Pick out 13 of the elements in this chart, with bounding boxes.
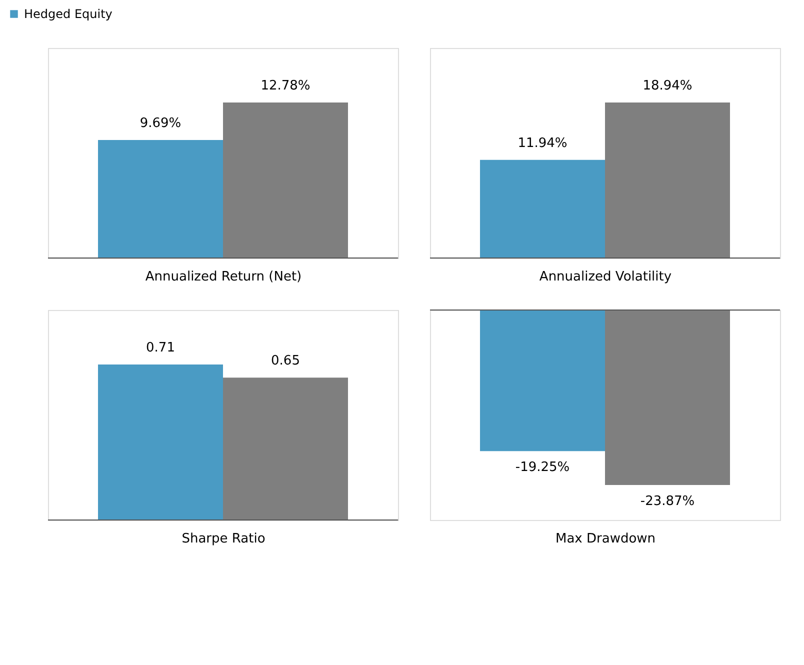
x-axis-title: Annualized Volatility: [539, 270, 672, 284]
x-axis-title: Sharpe Ratio: [182, 532, 266, 546]
data-label: -23.87%: [640, 494, 695, 509]
data-label: -19.25%: [515, 460, 570, 476]
x-axis-title: Annualized Return (Net): [145, 270, 302, 284]
data-label: 0.65: [271, 354, 300, 369]
x-axis-title: Max Drawdown: [555, 532, 656, 546]
data-label: 0.71: [146, 340, 175, 356]
data-label: 9.69%: [140, 116, 182, 132]
legend-label: Hedged Equity: [24, 7, 112, 21]
data-label: 12.78%: [260, 78, 310, 94]
data-label: 18.94%: [642, 78, 692, 94]
data-label: 11.94%: [518, 136, 568, 151]
